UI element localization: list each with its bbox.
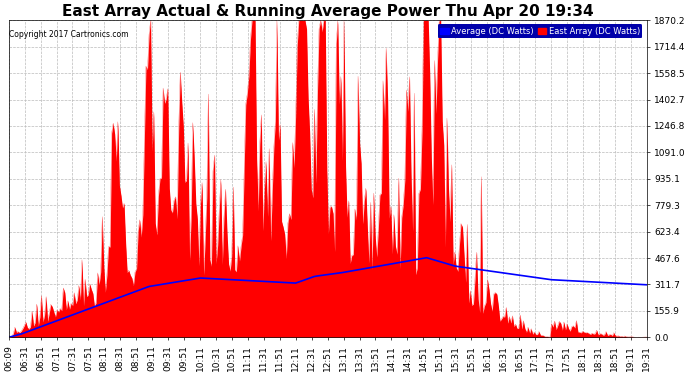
Text: Copyright 2017 Cartronics.com: Copyright 2017 Cartronics.com [9,30,129,39]
Title: East Array Actual & Running Average Power Thu Apr 20 19:34: East Array Actual & Running Average Powe… [62,4,593,19]
Legend: Average (DC Watts), East Array (DC Watts): Average (DC Watts), East Array (DC Watts… [437,24,642,39]
